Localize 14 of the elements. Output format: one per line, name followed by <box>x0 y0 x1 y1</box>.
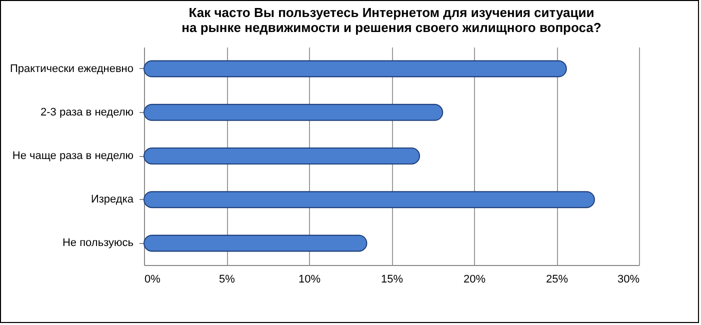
x-tick-label: 5% <box>219 274 236 286</box>
y-tick-label: Не пользуюсь <box>62 237 134 250</box>
x-tick-label: 30% <box>617 274 640 286</box>
x-tick-label: 15% <box>380 274 404 286</box>
text: Как часто Вы пользуетесь Интернетом для изучения ситуации <box>188 5 594 20</box>
y-tick-label: Практически ежедневно <box>10 62 134 75</box>
y-tick-label: Изредка <box>90 194 134 206</box>
x-tick-label: 0% <box>144 274 161 286</box>
text: на рынке недвижимости и решения своего жилищного вопроса? <box>182 20 602 35</box>
x-tick-label: 25% <box>546 274 568 286</box>
x-tick-label: 10% <box>298 274 321 286</box>
y-tick-label: 2-3 раза в неделю <box>40 106 134 118</box>
y-tick-label: Не чаще раза в неделю <box>12 150 134 162</box>
x-tick-label: 20% <box>463 274 486 286</box>
